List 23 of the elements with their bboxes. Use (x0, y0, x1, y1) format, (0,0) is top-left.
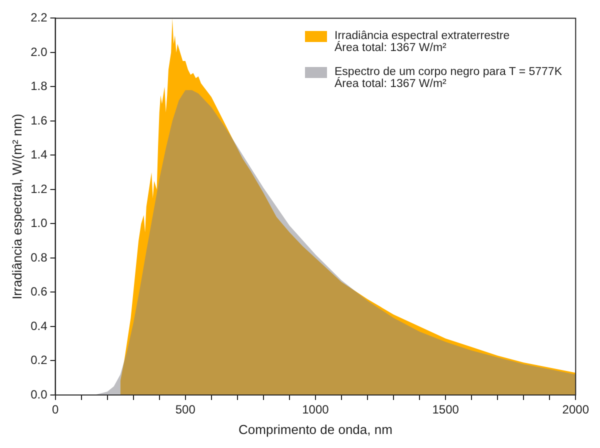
y-tick-label: 2.0 (30, 44, 48, 59)
y-tick-label: 1.4 (30, 148, 48, 162)
y-tick-label: 0.2 (30, 353, 48, 368)
y-tick-label: 0.6 (30, 284, 48, 299)
y-axis-title: Irradiância espectral, W/(m² nm) (9, 114, 24, 300)
x-tick-label: 2000 (562, 402, 590, 417)
y-tick-label: 1.2 (30, 182, 48, 196)
y-tick-label: 1.8 (30, 79, 48, 94)
x-axis-title: Comprimento de onda, nm (238, 422, 392, 437)
x-tick-label: 500 (175, 402, 196, 417)
y-tick-label: 2.2 (30, 10, 48, 25)
annotation: Área total: 1367 W/m² (334, 78, 448, 90)
legend-label: Espectro de um corpo negro para T = 5777K (334, 66, 562, 78)
y-tick-label: 0.0 (30, 387, 48, 402)
y-tick-label: 0.4 (30, 318, 48, 333)
y-tick-label: 1.6 (30, 113, 48, 128)
x-tick-label: 0 (52, 402, 59, 417)
legend-label: Irradiância espectral extraterrestre (334, 30, 510, 42)
x-tick-label: 1500 (432, 402, 460, 417)
y-tick-label: 1.0 (30, 216, 48, 230)
y-tick-label: 0.8 (30, 250, 48, 264)
annotation: Área total: 1367 W/m² (334, 42, 448, 54)
x-tick-label: 1000 (302, 402, 330, 417)
